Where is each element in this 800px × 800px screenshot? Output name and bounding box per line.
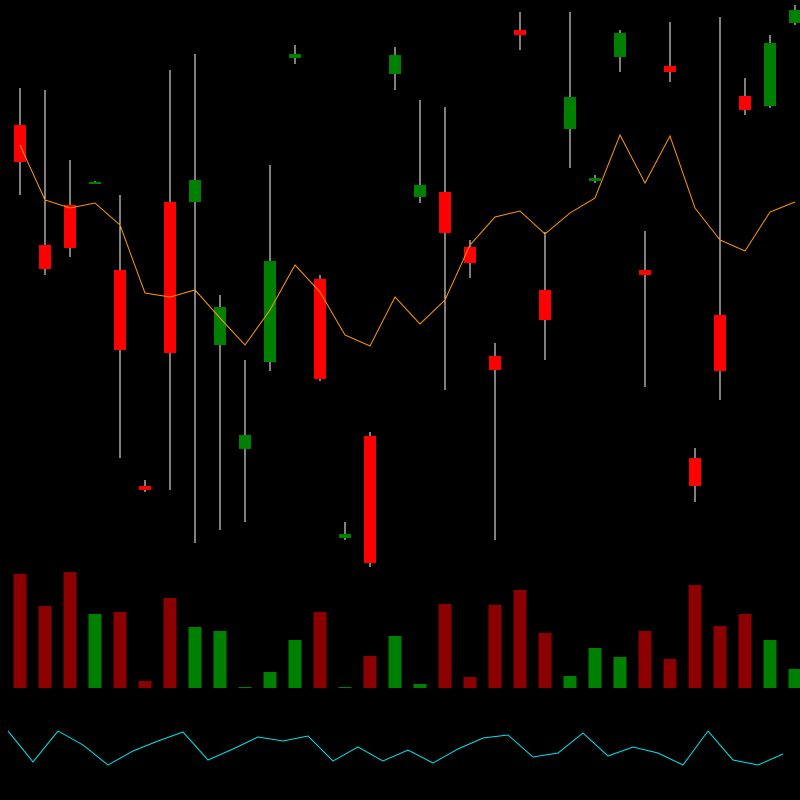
volume-bar — [413, 684, 427, 688]
candle-body — [489, 356, 501, 370]
volume-bar — [163, 598, 177, 688]
candle-body — [614, 33, 626, 57]
candle-body — [539, 290, 551, 320]
volume-bar — [588, 648, 602, 688]
volume-bar — [38, 606, 52, 688]
candle-body — [314, 279, 326, 379]
candle-body — [39, 245, 51, 269]
volume-bar — [738, 614, 752, 688]
candle-body — [14, 125, 26, 162]
volume-bar — [788, 669, 800, 688]
volume-bar — [63, 572, 77, 688]
candle-body — [564, 97, 576, 129]
volume-bar — [513, 590, 527, 688]
candle-body — [289, 54, 301, 58]
candle-body — [764, 43, 776, 106]
volume-bar — [613, 657, 627, 688]
volume-bar — [463, 677, 477, 688]
volume-bar — [638, 631, 652, 688]
candle-body — [789, 10, 800, 23]
volume-bar — [713, 626, 727, 688]
indicator-line — [7, 730, 784, 766]
candle-body — [689, 458, 701, 486]
candle-body — [439, 192, 451, 233]
volume-bar — [488, 605, 502, 688]
candle-body — [239, 435, 251, 449]
volume-bar — [263, 672, 277, 688]
candle-body — [514, 30, 526, 35]
volume-bar — [688, 585, 702, 688]
candle-body — [189, 180, 201, 202]
candle-body — [664, 66, 676, 72]
volume-bar — [113, 612, 127, 688]
volume-bar — [763, 640, 777, 688]
candle-body — [339, 534, 351, 538]
volume-bar — [188, 627, 202, 688]
candle-body — [639, 270, 651, 275]
candle-body — [364, 436, 376, 563]
candle-body — [264, 261, 276, 362]
volume-bar — [663, 659, 677, 688]
volume-bar — [138, 681, 152, 688]
moving-average — [19, 133, 796, 347]
volume-bar — [288, 640, 302, 688]
candle-body — [114, 270, 126, 350]
volume-bar — [388, 636, 402, 688]
candle-body — [89, 182, 101, 184]
candle-body — [214, 307, 226, 345]
volume-bar — [563, 676, 577, 688]
candle-body — [139, 486, 151, 490]
candle-body — [739, 96, 751, 110]
volume-bar — [13, 574, 27, 688]
candle-body — [164, 202, 176, 353]
candle-body — [389, 55, 401, 74]
volume-bar — [313, 612, 327, 688]
volume-bar — [338, 687, 352, 688]
volume-bar — [213, 631, 227, 688]
volume-bar — [238, 687, 252, 688]
candle-body — [414, 185, 426, 197]
candle-body — [714, 315, 726, 371]
volume-bar — [538, 633, 552, 688]
volume-bar — [438, 604, 452, 688]
candle-body — [589, 178, 601, 181]
volume-bar — [363, 656, 377, 688]
volume-bar — [88, 614, 102, 688]
candle-body — [64, 205, 76, 248]
